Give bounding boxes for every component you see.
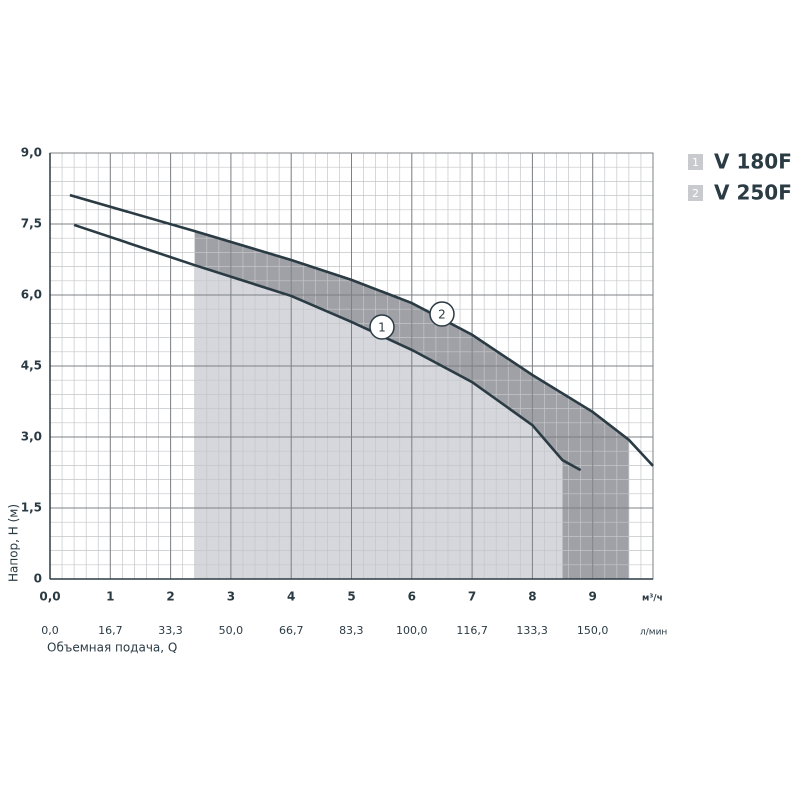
- y-tick-label: 9,0: [21, 146, 42, 160]
- x-tick-label: 0,0: [39, 590, 60, 604]
- x-tick-label: 3: [227, 590, 235, 604]
- legend-swatch: [688, 154, 703, 170]
- y-tick-label: 3,0: [21, 430, 42, 444]
- x-tick-label: 9: [589, 590, 597, 604]
- x-tick-label: 5: [347, 590, 355, 604]
- x2-tick-label: 100,0: [396, 624, 428, 637]
- legend-number: 2: [692, 187, 699, 200]
- legend: 1 V 180F 2 V 250F: [688, 150, 792, 205]
- x-tick-label: 2: [166, 590, 174, 604]
- operating-area: [194, 265, 563, 579]
- x-tick-label: 7: [468, 590, 476, 604]
- marker-1: 1: [369, 314, 395, 340]
- legend-label: V 180F: [714, 150, 792, 174]
- x2-tick-label: 66,7: [279, 624, 304, 637]
- y-tick-label: 0: [34, 572, 42, 586]
- x2-tick-label: 83,3: [339, 624, 364, 637]
- marker-circle: [369, 314, 395, 340]
- marker-label: 1: [378, 321, 386, 335]
- x-tick-label: 4: [287, 590, 295, 604]
- x2-unit: л/мин: [640, 628, 667, 638]
- marker-label: 2: [438, 308, 446, 322]
- y-tick-label: 4,5: [21, 359, 42, 373]
- grid: [49, 152, 654, 580]
- marker-circle: [429, 301, 455, 327]
- x2-tick-label: 33,3: [158, 624, 183, 637]
- curve: [73, 223, 582, 472]
- x-tick-label: 8: [528, 590, 536, 604]
- x-unit: м³/ч: [642, 594, 663, 604]
- x2-tick-label: 133,3: [516, 624, 548, 637]
- x-tick-label: 1: [106, 590, 114, 604]
- legend-number: 1: [692, 156, 699, 169]
- legend-label: V 250F: [714, 181, 792, 205]
- marker-2: 2: [429, 301, 455, 327]
- legend-swatch: [688, 185, 703, 201]
- x2-tick-label: 50,0: [219, 624, 244, 637]
- y-tick-label: 6,0: [21, 288, 42, 302]
- x2-tick-label: 16,7: [98, 624, 123, 637]
- x2-tick-label: 0,0: [41, 624, 59, 637]
- y-tick-label: 1,5: [21, 501, 42, 515]
- x-axis-label: Объемная подача, Q: [47, 641, 177, 655]
- y-axis-label: Напор, Н (м): [7, 504, 21, 582]
- y-tick-label: 7,5: [21, 217, 42, 231]
- x-tick-label: 6: [408, 590, 416, 604]
- x2-tick-label: 150,0: [577, 624, 609, 637]
- x2-tick-label: 116,7: [456, 624, 488, 637]
